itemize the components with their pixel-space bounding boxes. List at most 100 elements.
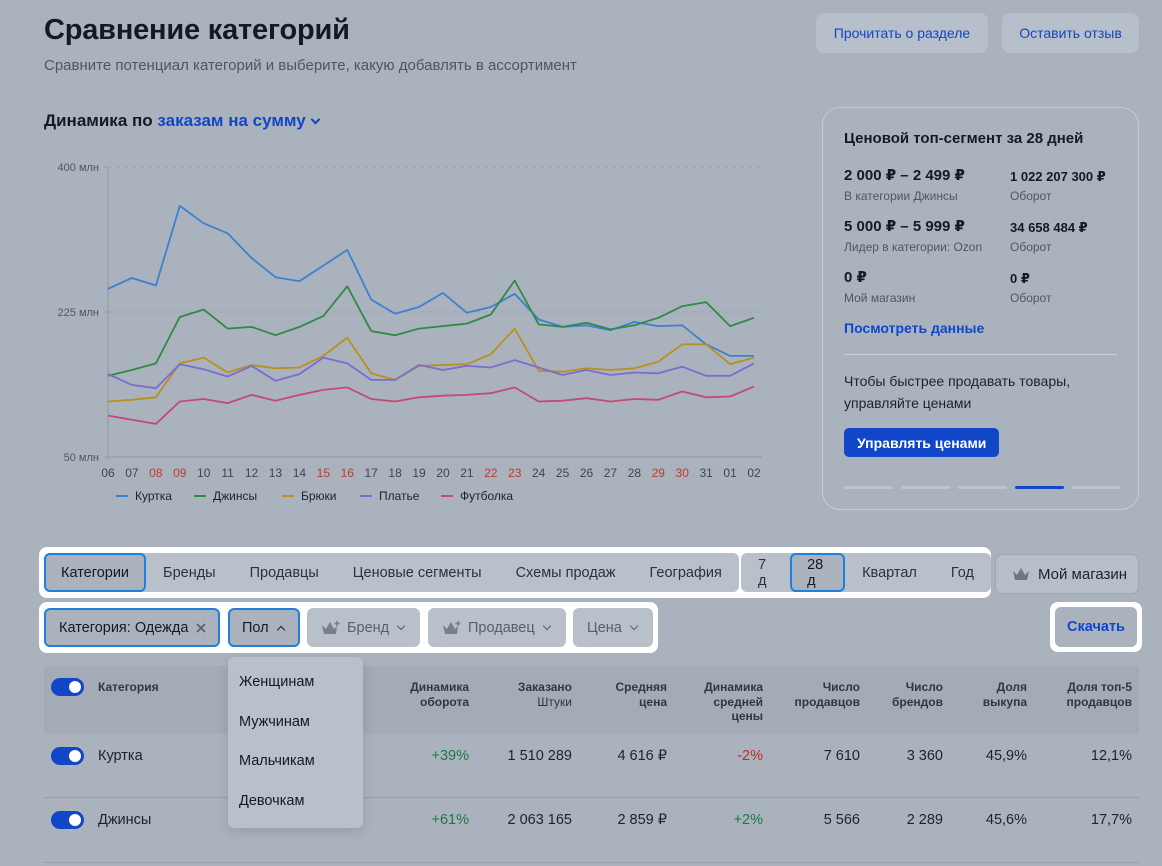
tabs-bar: Категории Бренды Продавцы Ценовые сегмен… [39, 547, 991, 598]
dynamics-heading: Динамика по заказам на сумму [44, 111, 321, 131]
col-buyout-share[interactable]: Доля выкупа [982, 680, 1027, 709]
x-tick-label: 21 [460, 466, 474, 480]
col-turnover-dynamics[interactable]: Динамика оборота [410, 680, 469, 709]
table-row[interactable]: Джинсы +61% 2 063 165 2 859 ₽ +2% 5 566 … [44, 799, 1139, 863]
carousel-dot[interactable] [1072, 486, 1121, 489]
row-buyout: 45,6% [985, 812, 1027, 828]
segment-amount-label: Оборот [1010, 240, 1052, 254]
gender-filter[interactable]: Пол [228, 608, 300, 647]
view-data-link[interactable]: Посмотреть данные [844, 320, 985, 336]
col-avg-price-dynamics[interactable]: Динамика средней цены [704, 680, 763, 723]
legend-label: Куртка [135, 489, 172, 503]
segment-range: 0 ₽ [844, 269, 867, 286]
period-tabs: 7 д 28 д Квартал Год [741, 553, 991, 592]
col-category[interactable]: Категория [98, 680, 159, 694]
row-toggle[interactable] [51, 811, 84, 829]
legend-label: Футболка [460, 489, 513, 503]
col-avg-price[interactable]: Средняя цена [615, 680, 667, 709]
col-sellers-count[interactable]: Число продавцов [794, 680, 860, 709]
carousel-dot[interactable] [844, 486, 893, 489]
tab-sellers[interactable]: Продавцы [249, 564, 319, 581]
segment-amount-label: Оборот [1010, 189, 1052, 203]
price-note: Чтобы быстрее продавать товары, управляй… [844, 373, 1071, 411]
select-all-toggle[interactable] [51, 678, 84, 696]
segment-amount: 0 ₽ [1010, 271, 1030, 286]
chevron-up-icon[interactable] [276, 625, 285, 634]
row-sellers: 7 610 [823, 748, 860, 764]
price-filter-label[interactable]: Цена [587, 619, 622, 636]
x-tick-label: 23 [508, 466, 522, 480]
gender-option[interactable]: Мужчинам [239, 714, 310, 730]
row-avg-price: 4 616 ₽ [617, 748, 667, 764]
category-filter-label[interactable]: Категория: Одежда [59, 619, 189, 636]
period-quarter[interactable]: Квартал [862, 564, 917, 581]
download-button[interactable]: Скачать [1055, 607, 1137, 647]
metric-selector[interactable]: заказам на сумму [157, 111, 321, 130]
brand-filter[interactable]: Бренд [307, 608, 420, 647]
col-ordered[interactable]: Заказано Штуки [517, 680, 572, 709]
table-row[interactable]: Куртка +39% 1 510 289 4 616 ₽ -2% 7 610 … [44, 734, 1139, 798]
carousel-dot[interactable] [901, 486, 950, 489]
card-divider [844, 354, 1117, 355]
chevron-down-icon[interactable] [542, 621, 551, 630]
segment-range-label: Мой магазин [844, 291, 916, 305]
col-brands-count[interactable]: Число брендов [892, 680, 943, 709]
period-7d[interactable]: 7 д [758, 556, 767, 589]
price-segment-card: Ценовой топ-сегмент за 28 дней 2 000 ₽ –… [822, 107, 1139, 510]
gender-option[interactable]: Мальчикам [239, 753, 315, 769]
leave-feedback-button[interactable]: Оставить отзыв [1002, 13, 1139, 53]
x-tick-label: 13 [269, 466, 283, 480]
brand-filter-label[interactable]: Бренд [347, 619, 390, 636]
gender-option[interactable]: Девочкам [239, 793, 305, 809]
x-tick-label: 20 [436, 466, 450, 480]
row-buyout: 45,9% [985, 748, 1027, 764]
download-box: Скачать [1050, 602, 1142, 652]
crown-icon [1013, 568, 1029, 580]
carousel-dot[interactable] [958, 486, 1007, 489]
x-tick-label: 29 [652, 466, 666, 480]
series-line [107, 205, 754, 357]
row-sellers: 5 566 [823, 812, 860, 828]
x-tick-label: 25 [556, 466, 570, 480]
chevron-down-icon[interactable] [629, 621, 639, 630]
section-tabs: Категории Бренды Продавцы Ценовые сегмен… [44, 553, 739, 592]
y-tick-label: 50 млн [64, 452, 99, 464]
row-brands: 2 289 [906, 812, 943, 828]
tab-brands[interactable]: Бренды [163, 564, 216, 581]
series-line [107, 385, 755, 425]
chevron-down-icon[interactable] [310, 114, 321, 125]
manage-prices-button[interactable]: Управлять ценами [844, 428, 1000, 457]
row-ordered: 1 510 289 [507, 748, 572, 764]
col-top5-share[interactable]: Доля топ-5 продавцов [1066, 680, 1132, 709]
read-about-button[interactable]: Прочитать о разделе [816, 13, 988, 53]
carousel-dot-active[interactable] [1015, 486, 1064, 489]
close-icon[interactable] [196, 622, 206, 633]
category-filter-chip[interactable]: Категория: Одежда [44, 608, 220, 647]
y-tick-label: 400 млн [58, 162, 99, 174]
price-filter[interactable]: Цена [573, 608, 653, 647]
tab-sales-schemes[interactable]: Схемы продаж [515, 564, 616, 581]
tab-price-segments[interactable]: Ценовые сегменты [352, 564, 482, 581]
my-store-label[interactable]: Мой магазин [1038, 565, 1128, 583]
gender-filter-label[interactable]: Пол [242, 619, 269, 636]
gender-option[interactable]: Женщинам [239, 674, 315, 690]
x-tick-label: 14 [293, 466, 307, 480]
chevron-down-icon[interactable] [396, 621, 406, 630]
tab-geography[interactable]: География [649, 564, 722, 581]
seller-filter-label[interactable]: Продавец [468, 619, 535, 636]
x-tick-label: 01 [723, 466, 737, 480]
segment-amount: 34 658 484 ₽ [1010, 220, 1088, 235]
price-card-title: Ценовой топ-сегмент за 28 дней [844, 130, 1084, 147]
table-header: Категория Динамика оборота Заказано Штуки … [44, 666, 1139, 734]
row-toggle[interactable] [51, 747, 84, 765]
period-year[interactable]: Год [950, 564, 974, 581]
period-28d[interactable]: 28 д [790, 553, 846, 592]
series-line [107, 279, 755, 377]
page-title: Сравнение категорий [44, 14, 350, 46]
tab-categories[interactable]: Категории [44, 553, 147, 592]
metric-label[interactable]: заказам на сумму [157, 111, 306, 130]
seller-filter[interactable]: Продавец [428, 608, 566, 647]
x-tick-label: 02 [747, 466, 761, 480]
x-tick-label: 24 [532, 466, 546, 480]
my-store-button[interactable]: Мой магазин [995, 554, 1139, 594]
